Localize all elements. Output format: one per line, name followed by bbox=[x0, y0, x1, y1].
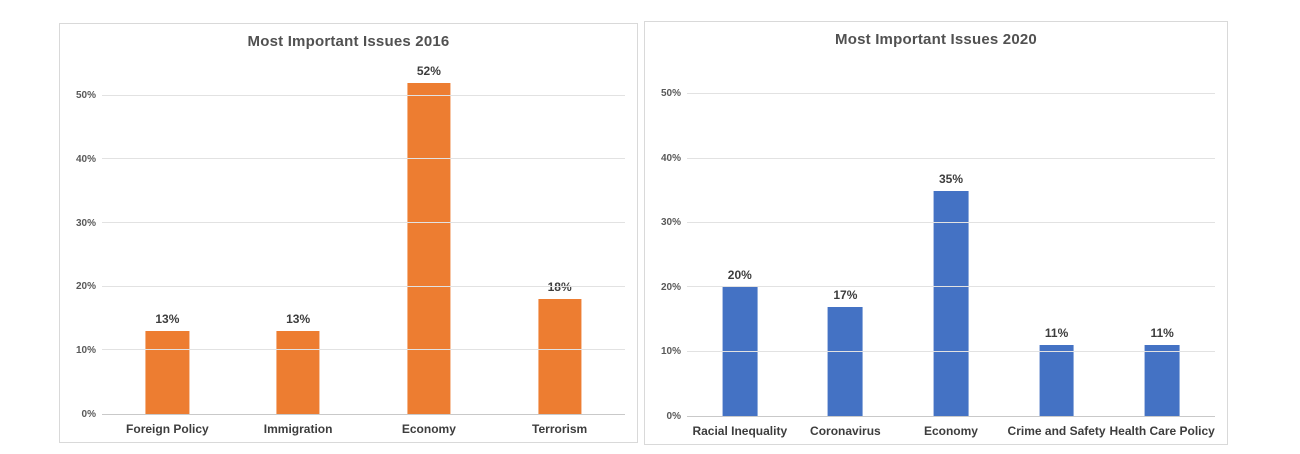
category-axis: Racial Inequality Coronavirus Economy Crime… bbox=[687, 424, 1215, 440]
gridline bbox=[687, 350, 1215, 352]
gridline bbox=[687, 286, 1215, 288]
bar-economy[interactable] bbox=[933, 190, 969, 416]
data-label-immigration: 13% bbox=[286, 312, 311, 327]
bar-health-care-policy[interactable] bbox=[1144, 345, 1180, 416]
data-label-crime-and-safety: 11% bbox=[1044, 326, 1069, 341]
bar-slot-terrorism: 18% bbox=[494, 64, 625, 414]
gridline bbox=[102, 285, 625, 287]
y-axis-tick-label: 10% bbox=[75, 345, 96, 357]
bar-crime-and-safety[interactable] bbox=[1039, 345, 1074, 416]
bars-row: 13% 13% 52% 18% bbox=[102, 64, 625, 414]
bar-slot-coronavirus: 17% bbox=[793, 62, 899, 416]
y-axis-tick-label: 50% bbox=[660, 88, 681, 100]
data-label-economy: 52% bbox=[416, 64, 441, 79]
y-axis-tick-label: 0% bbox=[666, 411, 681, 422]
category-label-crime-and-safety: Crime and Safety bbox=[1007, 424, 1106, 438]
bar-slot-foreign-policy: 13% bbox=[102, 64, 233, 414]
y-axis-tick-label: 10% bbox=[660, 346, 681, 358]
plot-area: 20% 17% 35% 11% 11% bbox=[687, 62, 1215, 417]
bar-slot-immigration: 13% bbox=[233, 64, 364, 414]
bar-immigration[interactable] bbox=[276, 331, 320, 414]
category-label-immigration: Immigration bbox=[263, 422, 333, 436]
y-axis-tick-label: 30% bbox=[660, 217, 681, 229]
y-axis: 0% 10% 20% 30% 40% 50% bbox=[645, 62, 681, 422]
gridline bbox=[687, 157, 1215, 159]
plot-area: 13% 13% 52% 18% bbox=[102, 64, 625, 415]
y-axis-tick-label: 30% bbox=[75, 217, 96, 229]
data-label-economy: 35% bbox=[938, 171, 963, 186]
gridline bbox=[102, 222, 625, 224]
chart-2020[interactable]: Most Important Issues 2020 0% 10% 20% 30% 40… bbox=[644, 21, 1228, 445]
data-label-terrorism: 18% bbox=[547, 280, 572, 295]
y-axis-tick-label: 40% bbox=[660, 152, 681, 164]
category-label-racial-inequality: Racial Inequality bbox=[692, 424, 788, 438]
gridline bbox=[102, 94, 625, 96]
y-axis-tick-label: 0% bbox=[81, 409, 96, 420]
data-label-coronavirus: 17% bbox=[833, 287, 858, 302]
chart-title: Most Important Issues 2016 bbox=[247, 33, 450, 50]
category-label-health-care-policy: Health Care Policy bbox=[1109, 424, 1215, 438]
bar-slot-economy: 52% bbox=[364, 64, 495, 414]
data-label-health-care-policy: 11% bbox=[1150, 326, 1174, 341]
y-axis-tick-label: 40% bbox=[75, 153, 96, 165]
bar-slot-crime-and-safety: 11% bbox=[1004, 62, 1110, 416]
bar-racial-inequality[interactable] bbox=[722, 287, 758, 416]
bar-slot-health-care-policy: 11% bbox=[1109, 62, 1215, 416]
bar-economy[interactable] bbox=[407, 83, 451, 414]
bar-terrorism[interactable] bbox=[538, 299, 582, 414]
y-axis-tick-label: 50% bbox=[75, 89, 96, 101]
bars-row: 20% 17% 35% 11% 11% bbox=[687, 62, 1215, 416]
bar-coronavirus[interactable] bbox=[827, 306, 863, 416]
category-label-foreign-policy: Foreign Policy bbox=[126, 422, 209, 436]
gridline bbox=[687, 221, 1215, 223]
category-label-economy: Economy bbox=[923, 424, 978, 438]
chart-title: Most Important Issues 2020 bbox=[835, 31, 1037, 48]
bar-foreign-policy[interactable] bbox=[145, 331, 189, 414]
gridline bbox=[102, 158, 625, 160]
category-label-economy: Economy bbox=[401, 422, 456, 436]
bar-slot-economy: 35% bbox=[898, 62, 1004, 416]
y-axis-tick-label: 20% bbox=[75, 281, 96, 293]
gridline bbox=[102, 349, 625, 351]
data-label-foreign-policy: 13% bbox=[155, 312, 180, 327]
y-axis: 0% 10% 20% 30% 40% 50% bbox=[60, 64, 96, 419]
category-label-terrorism: Terrorism bbox=[532, 422, 588, 436]
y-axis-tick-label: 20% bbox=[660, 281, 681, 293]
gridline bbox=[687, 93, 1215, 95]
category-axis: Foreign Policy Immigration Economy Terroris… bbox=[102, 422, 625, 438]
chart-2016[interactable]: Most Important Issues 2016 0% 10% 20% 30% 40… bbox=[59, 23, 638, 443]
data-label-racial-inequality: 20% bbox=[727, 268, 752, 283]
bar-slot-racial-inequality: 20% bbox=[687, 62, 793, 416]
category-label-coronavirus: Coronavirus bbox=[810, 424, 881, 438]
